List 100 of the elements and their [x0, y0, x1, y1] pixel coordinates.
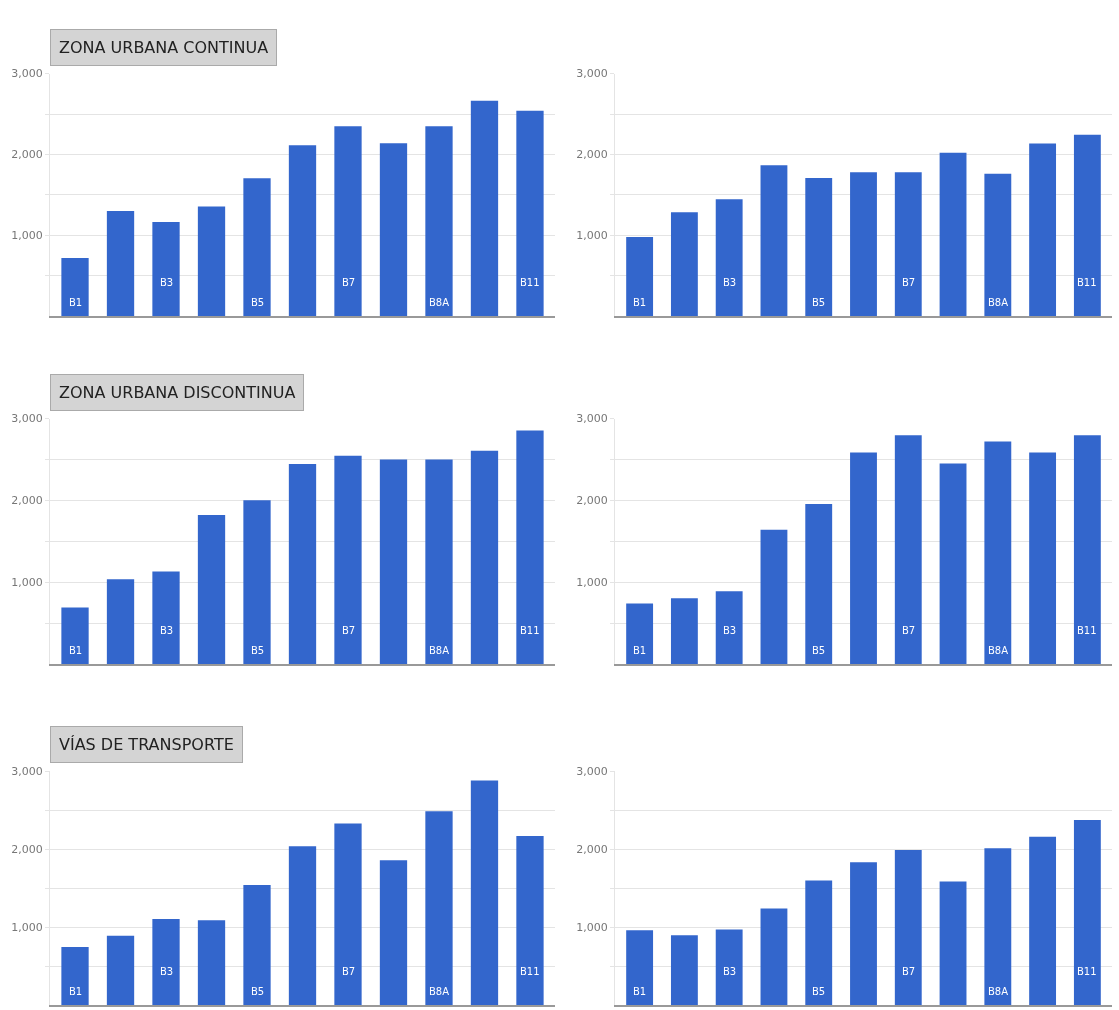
bar: [760, 165, 788, 317]
bar: [805, 880, 833, 1006]
x-tick-label: B3: [160, 277, 174, 288]
chart-title: ZONA URBANA DISCONTINUA: [59, 383, 296, 402]
x-tick-label: B8A: [988, 645, 1009, 656]
bar: [152, 221, 180, 317]
bar: [243, 178, 271, 317]
x-tick-label: B7: [902, 625, 916, 636]
bar: [61, 257, 89, 317]
bar: [1073, 435, 1101, 665]
bar: [288, 145, 317, 317]
x-tick-label: B5: [812, 645, 826, 656]
bar: [850, 452, 877, 665]
bar: [1029, 143, 1057, 317]
x-tick-label: B7: [342, 625, 356, 636]
y-tick-label: 3,000: [11, 765, 43, 779]
x-tick-label: B8A: [429, 645, 450, 656]
bar: [670, 212, 698, 317]
bar: [1029, 836, 1057, 1006]
bar: [425, 811, 453, 1006]
bar: [626, 603, 654, 665]
bar: [670, 598, 698, 665]
x-tick-label: B3: [723, 277, 737, 288]
x-tick-label: B1: [633, 297, 647, 308]
bar: [516, 430, 544, 665]
bar: [152, 571, 180, 665]
x-tick-label: B1: [633, 986, 647, 997]
x-tick-label: B5: [251, 297, 265, 308]
bar: [288, 463, 317, 665]
bar: [516, 836, 544, 1006]
x-tick-label: B11: [520, 277, 540, 288]
bar: [984, 441, 1012, 665]
bar: [379, 459, 408, 665]
bar: [984, 173, 1012, 317]
bar: [760, 529, 788, 665]
bar: [670, 935, 698, 1006]
bar: [1029, 452, 1057, 665]
x-tick-label: B7: [902, 277, 916, 288]
bar: [243, 500, 271, 665]
bar: [288, 846, 317, 1006]
bar: [516, 110, 544, 317]
chart-title: VÍAS DE TRANSPORTE: [59, 735, 234, 754]
bar: [850, 862, 877, 1006]
y-tick-label: 1,000: [576, 229, 608, 243]
y-tick-label: 2,000: [576, 843, 608, 857]
y-tick-label: 3,000: [11, 412, 43, 426]
x-tick-label: B11: [1077, 277, 1097, 288]
bar: [152, 918, 180, 1006]
bar: [805, 504, 833, 665]
y-tick-label: 2,000: [576, 148, 608, 162]
y-tick-label: 1,000: [576, 921, 608, 935]
x-tick-label: B11: [1077, 625, 1097, 636]
y-tick-label: 2,000: [11, 843, 43, 857]
bar: [470, 450, 499, 665]
bar: [425, 459, 453, 665]
x-tick-label: B11: [520, 966, 540, 977]
x-tick-label: B3: [160, 625, 174, 636]
x-tick-label: B7: [342, 277, 356, 288]
bar: [894, 435, 922, 665]
bar: [243, 885, 271, 1006]
y-tick-label: 3,000: [576, 412, 608, 426]
y-tick-label: 2,000: [576, 494, 608, 508]
bar: [197, 206, 226, 317]
chart-title: ZONA URBANA CONTINUA: [59, 38, 269, 57]
y-tick-label: 2,000: [11, 494, 43, 508]
x-tick-label: B1: [69, 645, 83, 656]
x-tick-label: B8A: [429, 297, 450, 308]
y-tick-label: 1,000: [11, 576, 43, 590]
x-tick-label: B8A: [988, 986, 1009, 997]
bar: [470, 780, 499, 1006]
bar: [1073, 134, 1101, 317]
x-tick-label: B11: [1077, 966, 1097, 977]
bar: [379, 860, 408, 1006]
bar: [197, 515, 226, 665]
bar: [894, 172, 922, 317]
x-tick-label: B5: [251, 645, 265, 656]
bar: [939, 881, 967, 1006]
bar: [61, 947, 89, 1006]
bar: [470, 100, 499, 317]
bar: [425, 126, 453, 317]
bar: [894, 850, 922, 1006]
x-tick-label: B3: [723, 625, 737, 636]
bar: [626, 236, 654, 317]
bar: [850, 172, 877, 317]
x-tick-label: B7: [342, 966, 356, 977]
y-tick-label: 3,000: [11, 67, 43, 81]
bar: [939, 152, 967, 317]
x-tick-label: B1: [69, 986, 83, 997]
bar: [106, 935, 135, 1006]
bar: [106, 579, 135, 665]
x-tick-label: B5: [812, 297, 826, 308]
y-tick-label: 1,000: [11, 229, 43, 243]
x-tick-label: B3: [723, 966, 737, 977]
bar: [197, 920, 226, 1006]
x-tick-label: B3: [160, 966, 174, 977]
bar: [61, 607, 89, 665]
bar: [715, 929, 743, 1006]
x-tick-label: B7: [902, 966, 916, 977]
y-tick-label: 2,000: [11, 148, 43, 162]
y-tick-label: 1,000: [11, 921, 43, 935]
